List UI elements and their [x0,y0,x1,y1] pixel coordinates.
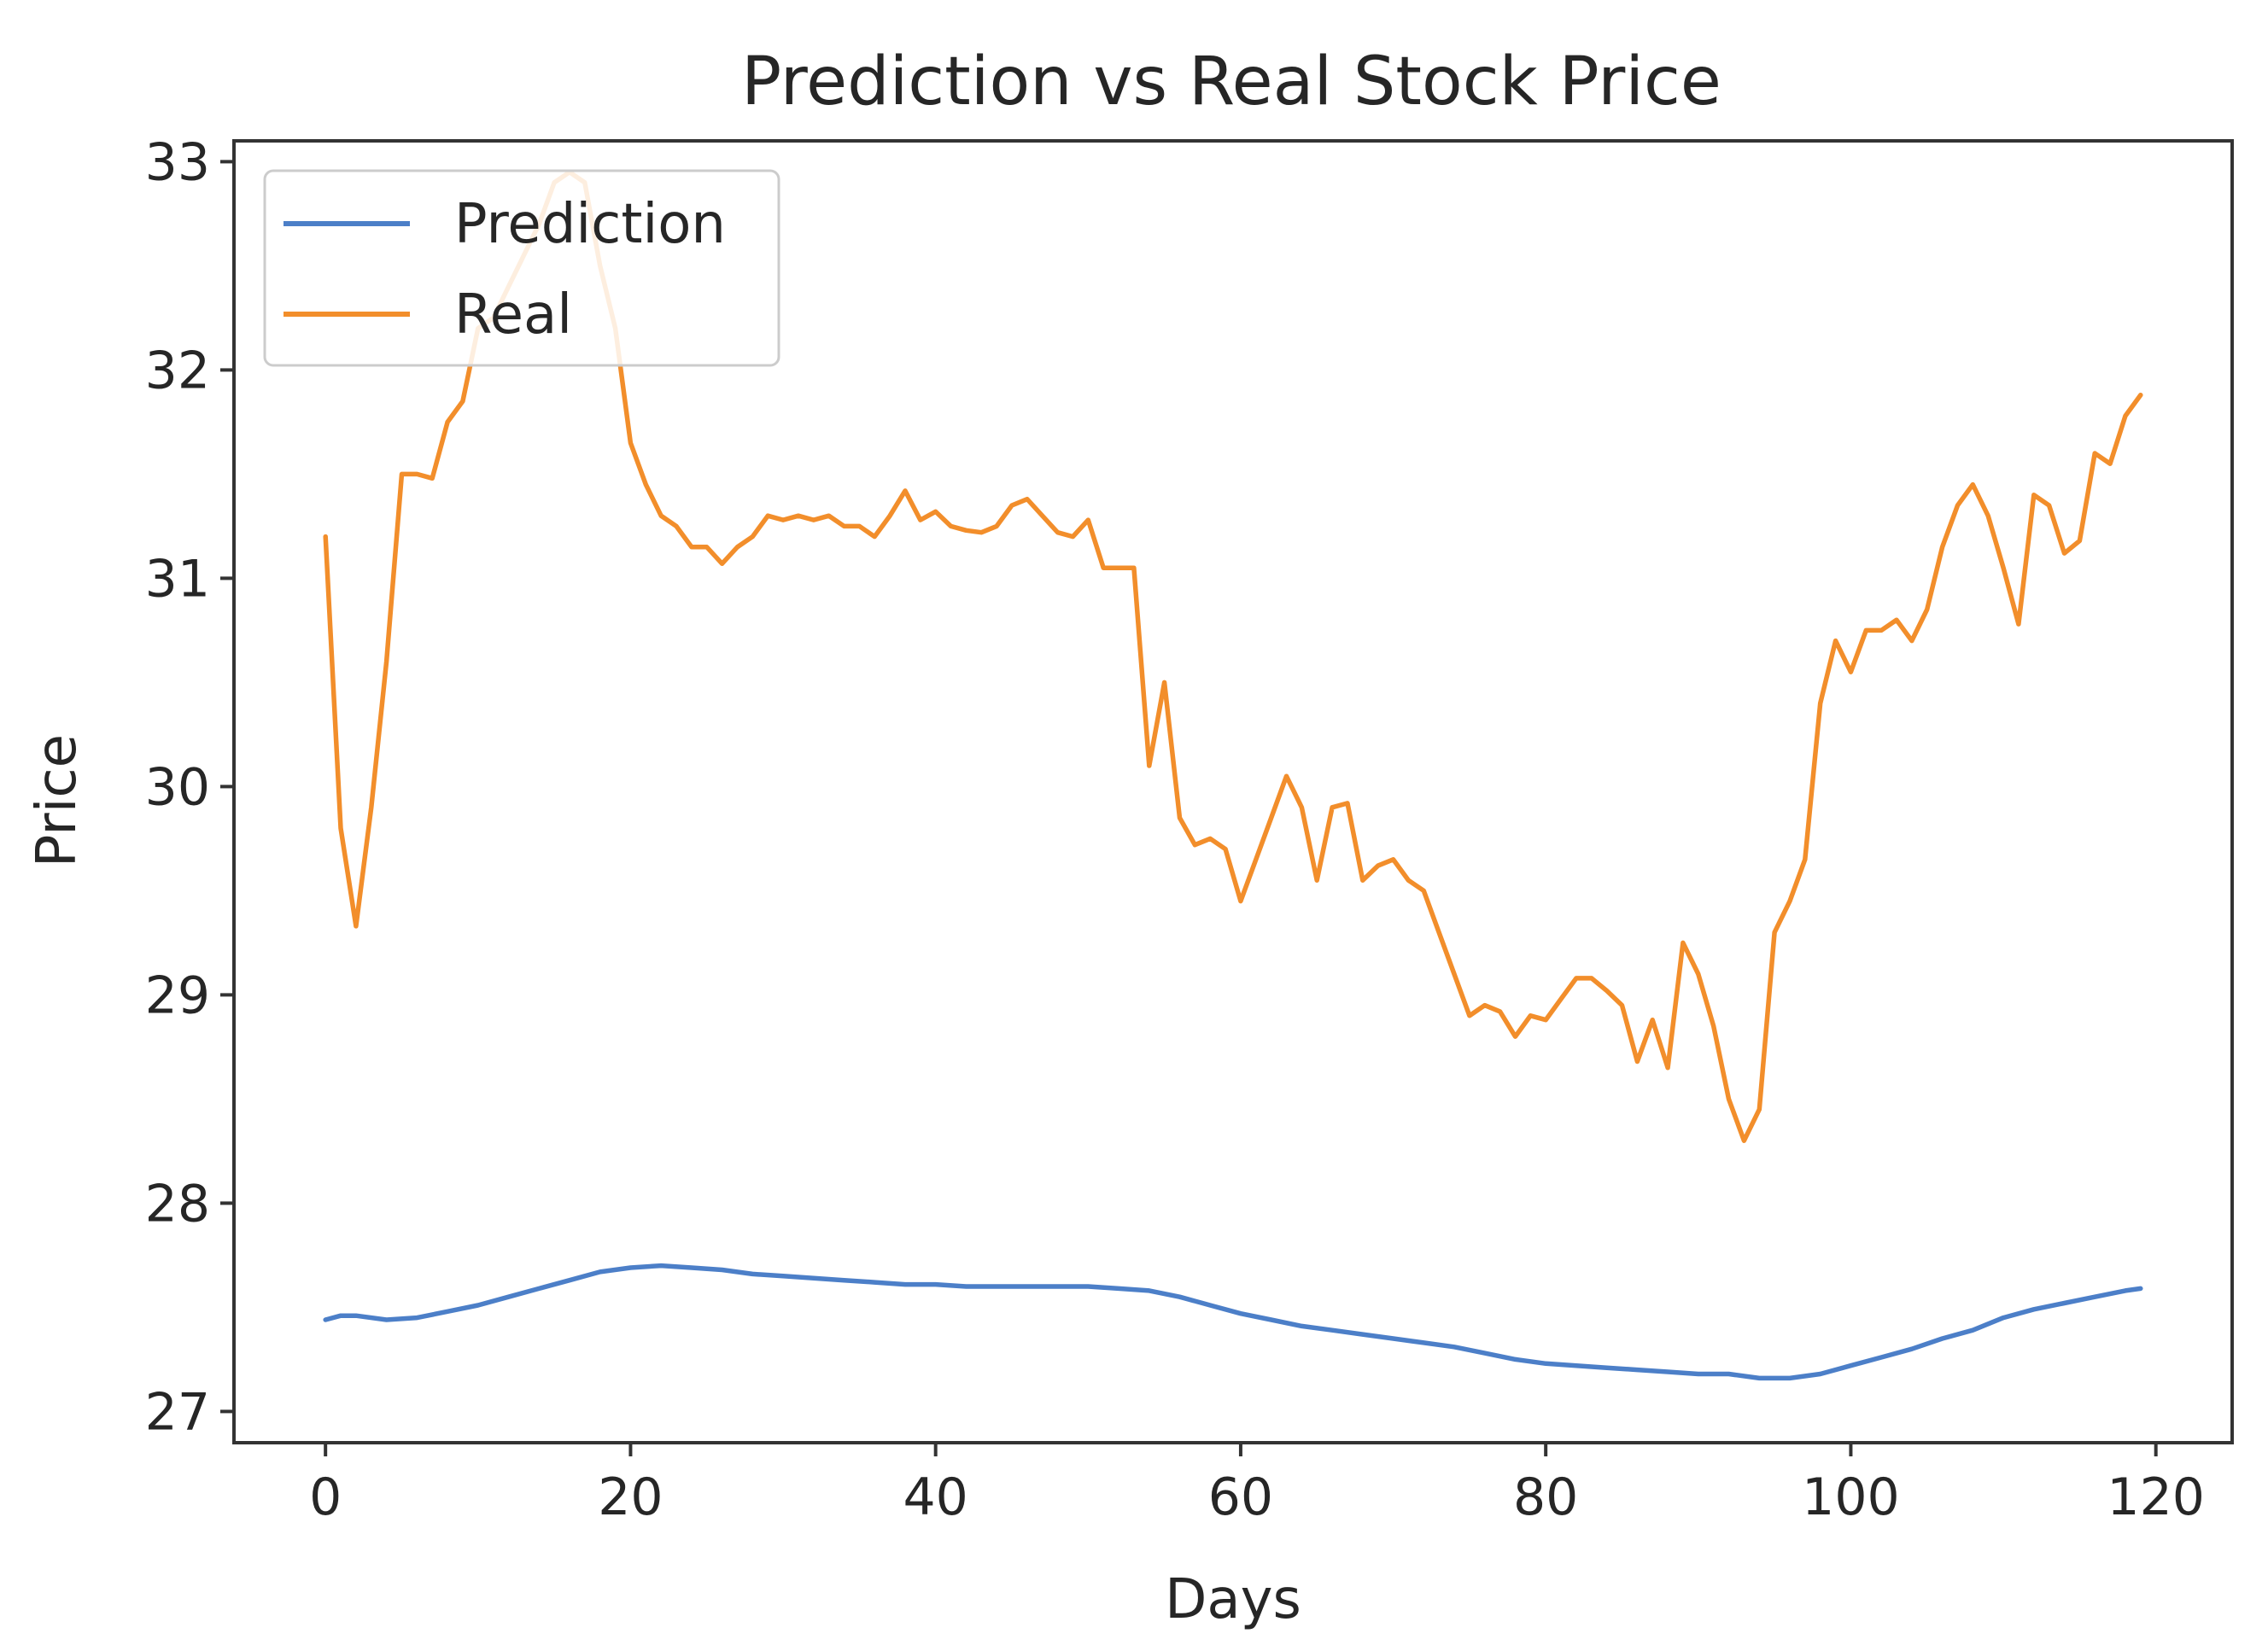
y-tick-label: 29 [145,966,210,1025]
x-tick-label: 20 [598,1467,663,1527]
x-tick-label: 80 [1513,1467,1578,1527]
legend-label-real: Real [454,283,572,347]
legend: Prediction Real [263,169,780,367]
y-tick-label: 33 [145,132,210,192]
x-axis-label: Days [1165,1568,1301,1631]
series-layer [323,169,2143,1381]
y-tick-label: 31 [145,549,210,609]
series-line-prediction [323,1263,2143,1381]
x-tick-label: 60 [1208,1467,1273,1527]
x-tick-label: 0 [309,1467,342,1527]
y-tick-label: 28 [145,1174,210,1234]
y-axis-ticks: 27 28 29 30 31 32 33 [145,132,234,1442]
chart-title: Prediction vs Real Stock Price [741,44,1721,120]
legend-label-prediction: Prediction [454,193,726,256]
x-tick-label: 120 [2107,1467,2205,1527]
plot-area-frame [232,139,2234,1444]
y-axis-label: Price [26,734,89,867]
x-axis-ticks: 0 20 40 60 80 100 120 [309,1443,2205,1527]
x-tick-label: 100 [1802,1467,1900,1527]
y-tick-label: 32 [145,341,210,400]
x-tick-label: 40 [903,1467,967,1527]
y-tick-label: 27 [145,1382,210,1442]
y-tick-label: 30 [145,757,210,817]
series-line-real [323,169,2143,1143]
